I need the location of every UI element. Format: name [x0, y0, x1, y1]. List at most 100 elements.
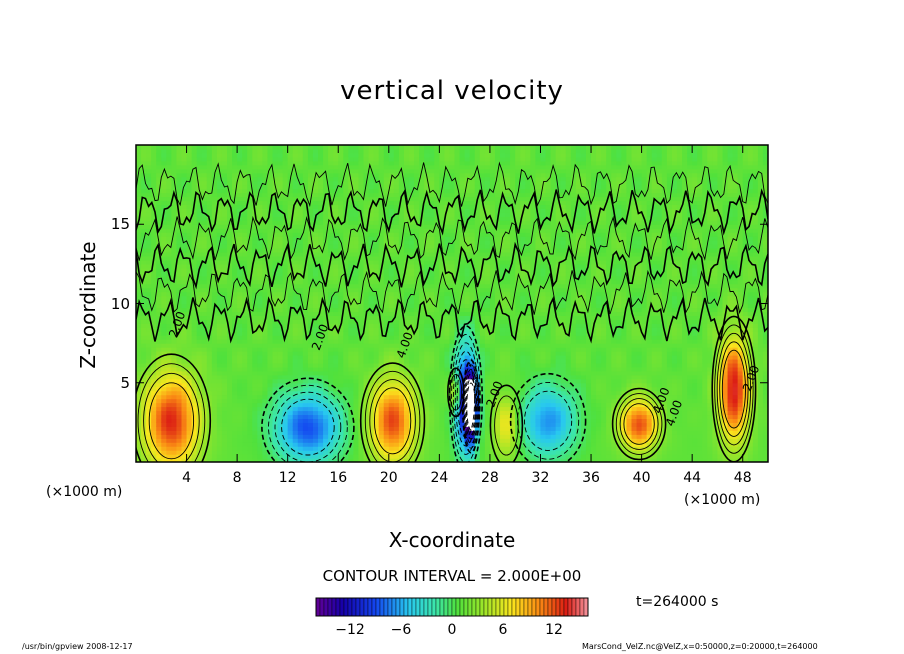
heatmap-cell [221, 299, 228, 305]
heatmap-cell [439, 450, 446, 455]
heatmap-cell [232, 299, 238, 305]
heatmap-cell [302, 240, 309, 245]
heatmap-cell [292, 180, 299, 186]
heatmap-cell [373, 418, 380, 423]
heatmap-cell [181, 204, 188, 209]
heatmap-cell [211, 287, 218, 293]
heatmap-cell [252, 366, 258, 372]
heatmap-cell [216, 362, 223, 368]
heatmap-cell [444, 267, 451, 273]
heatmap-cell [277, 271, 284, 277]
heatmap-cell [166, 145, 172, 150]
heatmap-cell [196, 291, 203, 297]
heatmap-cell [136, 390, 142, 396]
heatmap-cell [237, 248, 243, 253]
heatmap-cell [141, 248, 147, 253]
heatmap-cell [333, 283, 339, 289]
heatmap-cell [237, 208, 243, 213]
heatmap-cell [414, 255, 420, 261]
heatmap-cell [383, 176, 390, 182]
heatmap-cell [312, 299, 319, 305]
heatmap-cell [318, 323, 324, 328]
heatmap-cell [419, 283, 425, 289]
heatmap-cell [318, 446, 324, 451]
heatmap-cell [368, 446, 375, 451]
heatmap-cell [318, 160, 324, 166]
heatmap-cell [343, 287, 349, 293]
heatmap-cell [171, 145, 178, 150]
heatmap-cell [429, 232, 435, 237]
heatmap-cell [403, 303, 410, 309]
heatmap-cell [247, 244, 253, 249]
heatmap-cell [206, 382, 213, 388]
heatmap-cell [247, 331, 253, 336]
heatmap-cell [307, 390, 314, 396]
heatmap-cell [409, 212, 415, 217]
heatmap-cell [338, 180, 344, 186]
heatmap-cell [343, 390, 349, 396]
heatmap-cell [419, 402, 425, 408]
heatmap-cell [151, 390, 157, 396]
heatmap-cell [333, 414, 339, 420]
heatmap-cell [252, 224, 258, 229]
heatmap-cell [206, 307, 213, 313]
heatmap-cell [328, 438, 334, 443]
heatmap-cell [312, 228, 319, 233]
heatmap-cell [439, 283, 446, 289]
heatmap-cell [323, 224, 329, 229]
heatmap-cell [141, 458, 147, 462]
heatmap-cell [196, 390, 203, 396]
heatmap-cell [414, 398, 420, 404]
heatmap-cell [333, 394, 339, 400]
heatmap-cell [146, 378, 152, 384]
heatmap-cell [232, 168, 238, 174]
heatmap-cell [338, 259, 344, 265]
heatmap-cell [444, 228, 451, 233]
heatmap-cell [287, 418, 294, 423]
heatmap-cell [318, 311, 324, 316]
heatmap-cell [297, 438, 304, 443]
heatmap-cell [216, 259, 223, 265]
heatmap-cell [292, 323, 299, 328]
heatmap-cell [156, 454, 162, 459]
heatmap-cell [363, 382, 370, 388]
heatmap-cell [211, 164, 218, 170]
heatmap-cell [151, 145, 157, 150]
heatmap-cell [242, 410, 248, 416]
heatmap-cell [227, 402, 233, 408]
heatmap-cell [156, 366, 162, 372]
heatmap-cell [146, 283, 152, 289]
heatmap-cell [242, 228, 248, 233]
heatmap-cell [277, 430, 284, 435]
heatmap-cell [409, 188, 415, 194]
heatmap-cell [388, 366, 395, 372]
heatmap-cell [146, 200, 152, 206]
heatmap-cell [247, 382, 253, 388]
heatmap-cell [191, 366, 198, 372]
heatmap-cell [383, 374, 390, 380]
heatmap-cell [414, 358, 420, 364]
heatmap-cell [393, 358, 400, 364]
heatmap-cell [414, 406, 420, 412]
heatmap-cell [196, 394, 203, 400]
heatmap-cell [247, 267, 253, 273]
heatmap-cell [439, 406, 446, 412]
heatmap-cell [136, 275, 142, 281]
heatmap-cell [292, 251, 299, 257]
heatmap-cell [262, 232, 269, 237]
heatmap-cell [429, 176, 435, 182]
heatmap-cell [403, 168, 410, 174]
heatmap-cell [277, 382, 284, 388]
heatmap-cell [444, 251, 451, 257]
heatmap-cell [434, 164, 440, 170]
heatmap-cell [292, 220, 299, 225]
heatmap-cell [307, 291, 314, 297]
heatmap-cell [282, 307, 289, 313]
heatmap-cell [297, 382, 304, 388]
heatmap-cell [439, 347, 446, 352]
heatmap-cell [186, 299, 193, 305]
heatmap-cell [343, 394, 349, 400]
heatmap-cell [388, 458, 395, 462]
heatmap-cell [257, 422, 263, 427]
heatmap-cell [302, 279, 309, 285]
